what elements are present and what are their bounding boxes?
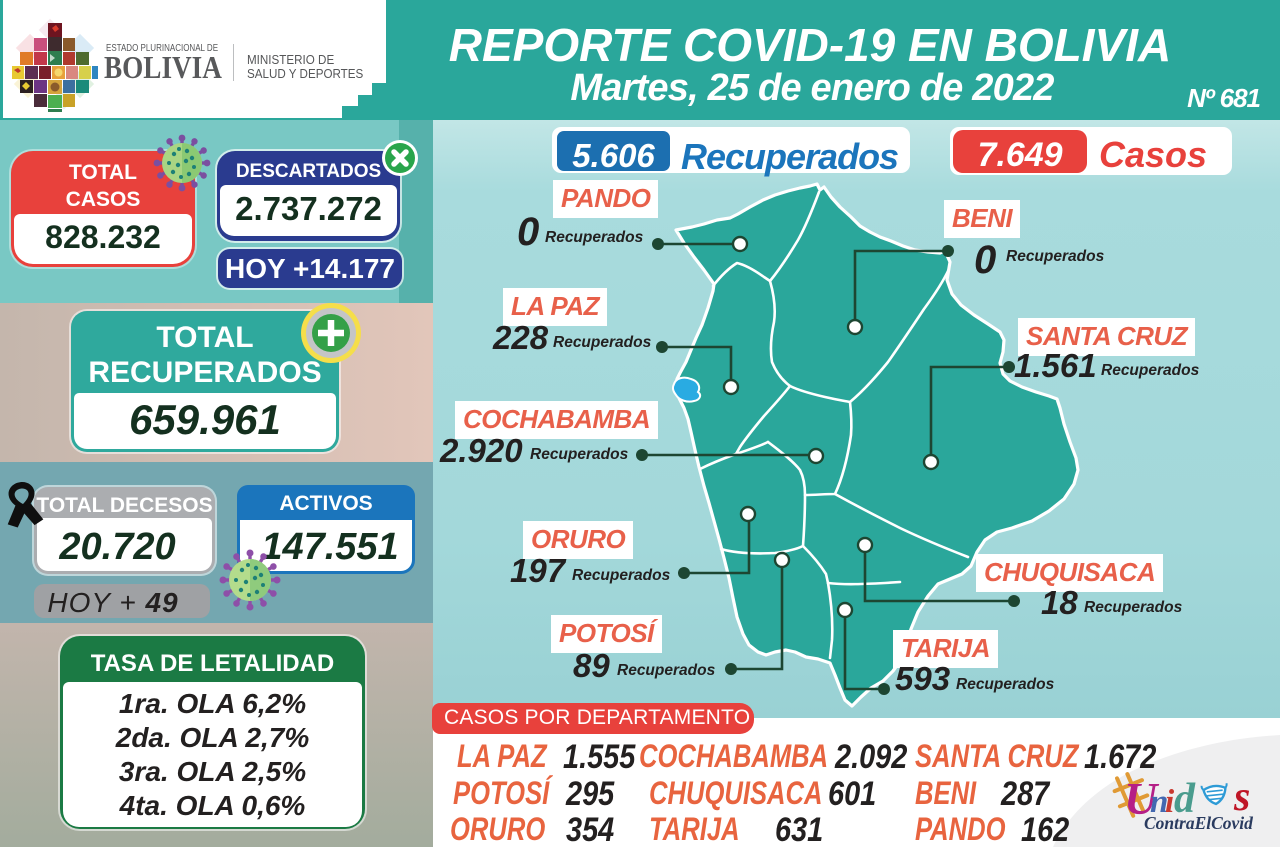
- svg-text:U: U: [1124, 773, 1160, 824]
- svg-text:n: n: [1150, 784, 1168, 820]
- svg-text:i: i: [1165, 784, 1175, 820]
- svg-text:s: s: [1233, 774, 1250, 820]
- svg-text:ContraElCovid: ContraElCovid: [1144, 813, 1253, 833]
- svg-text:d: d: [1174, 776, 1196, 822]
